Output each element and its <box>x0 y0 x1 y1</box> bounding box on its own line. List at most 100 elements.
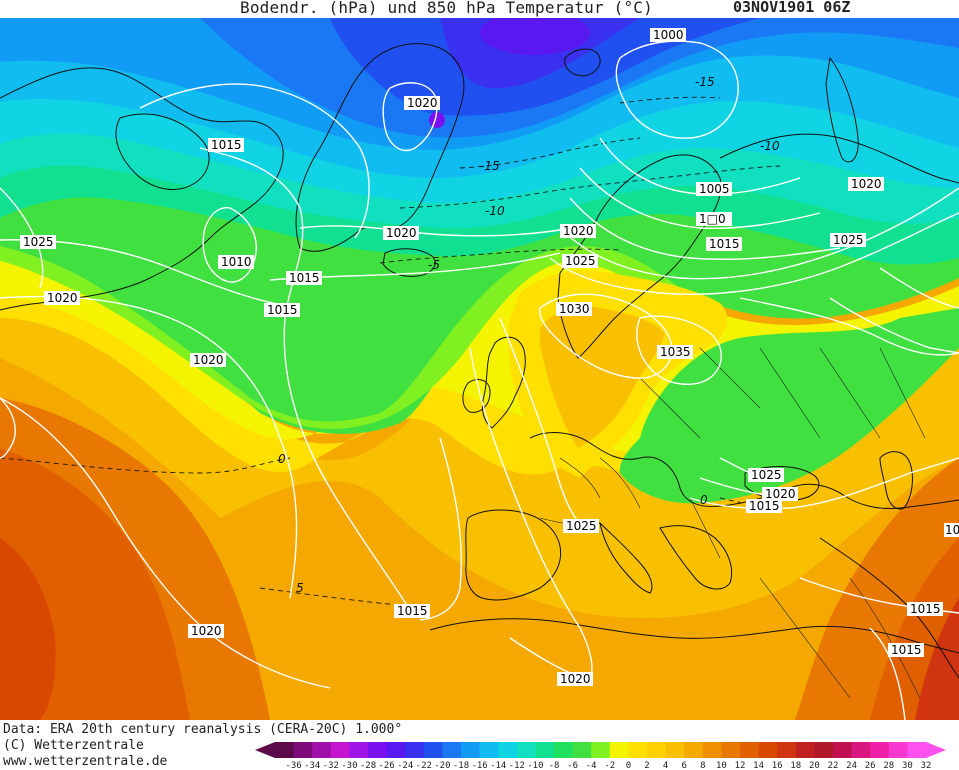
scale-swatch <box>609 742 629 758</box>
scale-swatch <box>368 742 388 758</box>
isobar-label: 1015 <box>397 604 428 618</box>
scale-tick-label: -32 <box>323 761 339 770</box>
isobars <box>0 40 959 720</box>
isobar-1005-north <box>599 137 801 196</box>
isobar-label: 1025 <box>565 254 596 268</box>
isobar-1010-atl <box>202 206 257 283</box>
scale-tick-label: 28 <box>883 761 894 770</box>
isobar-1025-east <box>739 297 959 356</box>
scale-swatch <box>647 742 667 758</box>
scale-swatch <box>330 742 350 758</box>
isobar-label: 1000 <box>653 28 684 42</box>
scale-tick-label: -36 <box>285 761 301 770</box>
isotherm-label: -15 <box>480 159 500 173</box>
isobar-1030-scand <box>539 293 673 379</box>
scale-tick-label: 30 <box>902 761 913 770</box>
scale-tick-label: -26 <box>378 761 394 770</box>
isobar-label: 1020 <box>386 226 417 240</box>
isobar-label: 1□0 <box>699 212 726 226</box>
scale-tick-label: 0 <box>626 761 631 770</box>
isobar-label: 1030 <box>559 302 590 316</box>
scale-left-arrow <box>255 742 275 758</box>
isobar-label: 1025 <box>566 519 597 533</box>
pressure-labels: 1000 1020 1015 1005 1020 1□0 1015 1025 1… <box>20 28 959 686</box>
scale-swatch <box>386 742 406 758</box>
scale-swatch <box>777 742 797 758</box>
isobar-1020-north <box>559 187 959 280</box>
scale-swatch <box>814 742 834 758</box>
uk-coast <box>481 336 526 429</box>
scale-tick-label: -20 <box>434 761 450 770</box>
map-title: Bodendr. (hPa) und 850 hPa Temperatur (°… <box>240 0 653 17</box>
isobar-label: 1020 <box>191 624 222 638</box>
isobar-1020-sw <box>0 397 331 689</box>
isotherm-label: -10 <box>485 204 505 218</box>
weather-map[interactable]: 1000 1020 1015 1005 1020 1□0 1015 1025 1… <box>0 18 959 720</box>
balkans-coast <box>659 525 733 590</box>
map-date: 03NOV1901 06Z <box>733 0 851 16</box>
scale-tick-label: -2 <box>604 761 615 770</box>
scale-swatch <box>423 742 443 758</box>
scale-swatch <box>461 742 481 758</box>
scale-tick-label: -12 <box>509 761 525 770</box>
isobar-1015-greenland <box>139 83 370 239</box>
scale-tick-label: -24 <box>397 761 413 770</box>
scale-tick-label: 22 <box>828 761 839 770</box>
isobar-label: 1025 <box>751 468 782 482</box>
scale-swatch <box>349 742 369 758</box>
isobar-label: 1015 <box>891 643 922 657</box>
isobar-label: 1010 <box>221 255 252 269</box>
isotherm-label: 0 <box>278 452 286 466</box>
isobar-label: 1025 <box>23 235 54 249</box>
isobar-label: 1020 <box>765 487 796 501</box>
scale-tick-label: 4 <box>663 761 668 770</box>
scale-swatch <box>851 742 871 758</box>
scale-swatch <box>554 742 574 758</box>
field-violet-core <box>480 18 590 55</box>
isobar-label: 1020 <box>193 353 224 367</box>
scale-tick-label: 2 <box>644 761 649 770</box>
field-sw-red <box>0 538 56 720</box>
scale-swatch <box>721 742 741 758</box>
scale-tick-label: -34 <box>304 761 320 770</box>
scale-swatch <box>572 742 592 758</box>
isotherm-label: -5 <box>428 258 440 272</box>
field-pole-spot <box>429 112 445 128</box>
norway-coast <box>557 154 722 359</box>
isobar-1020-west <box>0 295 298 599</box>
scale-tick-label: -10 <box>527 761 543 770</box>
temperature-labels: -15 -15 -10 -10 -5 0 0 5 <box>278 75 780 595</box>
scale-tick-label: 24 <box>846 761 857 770</box>
scale-tick-label: -22 <box>416 761 432 770</box>
caspian-sea <box>879 451 913 510</box>
scale-swatch <box>312 742 332 758</box>
scale-tick-label: -4 <box>586 761 597 770</box>
scale-swatch <box>758 742 778 758</box>
canada-coast <box>0 67 284 311</box>
isobar-label: 1015 <box>749 499 780 513</box>
russia-arctic <box>719 133 959 184</box>
scale-swatch <box>516 742 536 758</box>
field-north-orange <box>539 306 665 448</box>
field-green-east <box>619 308 959 504</box>
scale-swatch <box>907 742 927 758</box>
scale-tick-label: 26 <box>865 761 876 770</box>
scale-tick-label: 10 <box>716 761 727 770</box>
scale-tick-label: 32 <box>921 761 932 770</box>
scale-tick-label: 8 <box>700 761 705 770</box>
africa-coast <box>429 618 959 654</box>
country-borders <box>539 347 926 699</box>
scale-swatch <box>795 742 815 758</box>
website-link[interactable]: www.wetterzentrale.de <box>3 754 168 769</box>
footer: Data: ERA 20th century reanalysis (CERA-… <box>0 720 959 770</box>
field-se-red <box>915 598 959 720</box>
isobar-label: 1020 <box>560 672 591 686</box>
scale-tick-label: -18 <box>453 761 469 770</box>
isobar-1025-north <box>549 212 959 295</box>
temperature-color-scale: -36 -34 -32 -30 -28 -26 -24 -22 -20 -18 -16 -14 -12-… <box>255 742 946 770</box>
isobar-label: 1015 <box>289 271 320 285</box>
isobar-label: 1015 <box>267 303 298 317</box>
isotherm-label: 5 <box>296 581 304 595</box>
isobar-label: 1035 <box>660 345 691 359</box>
scale-swatch <box>498 742 518 758</box>
